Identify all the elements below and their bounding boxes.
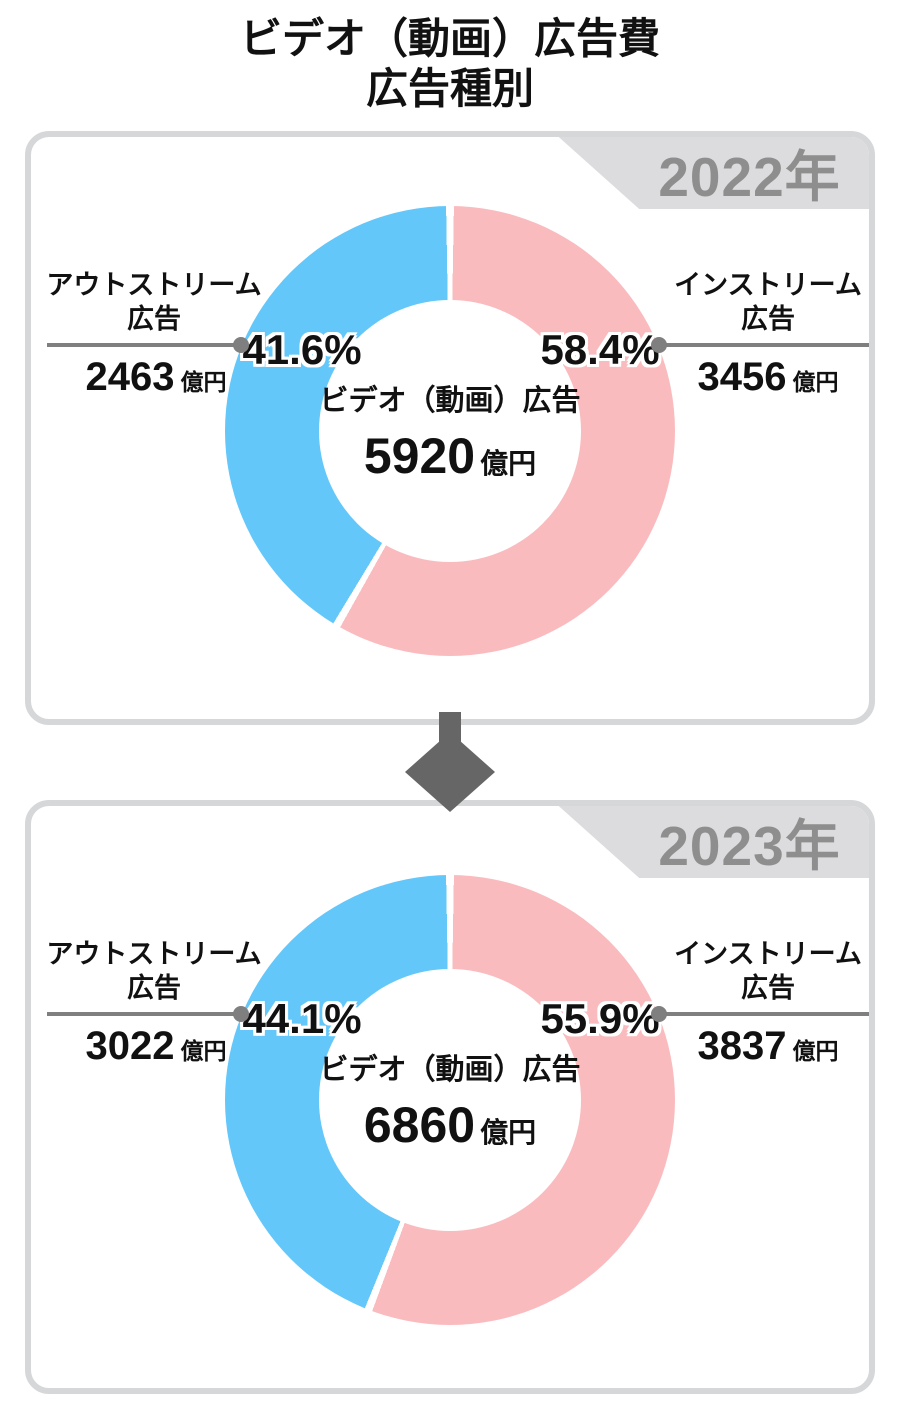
leader-dot-outstream [233,337,249,353]
panel-2022: 2022年 ビデオ（動画）広告 5920 億円 41.6% 58.4% アウトス… [25,131,875,725]
instream-value: 3456 億円 [643,355,869,400]
percent-label-outstream: 44.1% [242,995,362,1042]
outstream-label-line1: アウトストリーム [46,270,262,300]
instream-value-unit: 億円 [792,369,839,395]
outstream-value-unit: 億円 [180,369,227,395]
outstream-value-number: 2463 [85,355,175,399]
instream-value-unit: 億円 [792,1038,839,1064]
instream-label-line2: 広告 [741,304,795,334]
center-value-number: 5920 [363,428,476,484]
instream-label-line1: インストリーム [674,270,862,300]
leader-line-instream [657,343,869,347]
year-badge-2023: 2023年 [552,806,869,878]
outstream-label-line2: 広告 [127,304,181,334]
outstream-value: 2463 億円 [31,355,281,400]
leader-line-instream [657,1012,869,1016]
leader-dot-outstream [233,1006,249,1022]
instream-value-number: 3456 [697,355,787,399]
instream-label-line2: 広告 [741,973,795,1003]
percent-label-instream: 58.4% [540,326,660,373]
outstream-label-line2: 広告 [127,973,181,1003]
outstream-value-number: 3022 [85,1024,175,1068]
center-value-unit: 億円 [480,448,537,479]
leader-line-outstream [47,343,243,347]
down-arrow-icon [405,712,495,813]
center-value: 6860 億円 [364,1096,536,1154]
instream-label-line1: インストリーム [674,939,862,969]
leader-dot-instream [651,1006,667,1022]
leader-dot-instream [651,337,667,353]
panel-2023: 2023年 ビデオ（動画）広告 6860 億円 44.1% 55.9% アウトス… [25,800,875,1394]
outstream-label: アウトストリーム 広告 [39,937,269,1005]
instream-value-number: 3837 [697,1024,787,1068]
percent-label-outstream: 41.6% [242,326,362,373]
instream-value: 3837 億円 [643,1024,869,1069]
leader-line-outstream [47,1012,243,1016]
instream-label: インストリーム 広告 [653,937,869,1005]
center-label: ビデオ（動画）広告 [319,1054,581,1086]
year-badge-2022: 2022年 [552,137,869,209]
donut-hole-2022: ビデオ（動画）広告 5920 億円 [319,300,581,562]
outstream-value-unit: 億円 [180,1038,227,1064]
page-title: ビデオ（動画）広告費 広告種別 [0,14,900,114]
instream-label: インストリーム 広告 [653,268,869,336]
page-title-line1: ビデオ（動画）広告費 [239,15,660,62]
percent-label-instream: 55.9% [540,995,660,1042]
outstream-label: アウトストリーム 広告 [39,268,269,336]
center-label: ビデオ（動画）広告 [319,385,581,417]
outstream-label-line1: アウトストリーム [46,939,262,969]
center-value-unit: 億円 [480,1117,537,1148]
donut-hole-2023: ビデオ（動画）広告 6860 億円 [319,969,581,1231]
center-value: 5920 億円 [364,427,536,485]
outstream-value: 3022 億円 [31,1024,281,1069]
page-title-line2: 広告種別 [365,65,534,112]
center-value-number: 6860 [363,1097,476,1153]
